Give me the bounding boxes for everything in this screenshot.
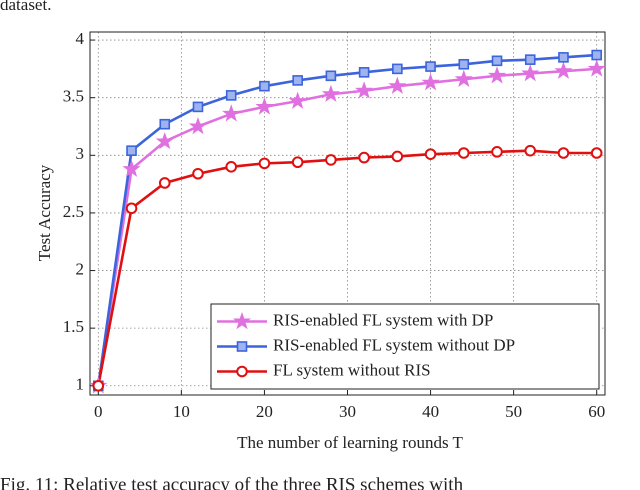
series-line — [97, 53, 597, 386]
marker — [391, 150, 404, 163]
marker — [388, 76, 407, 94]
marker — [192, 167, 204, 180]
marker — [155, 131, 174, 150]
y-tick-label: 2 — [76, 259, 85, 278]
marker — [454, 69, 473, 87]
marker — [491, 55, 503, 67]
legend-marker — [232, 311, 252, 330]
marker — [457, 147, 470, 159]
marker — [557, 147, 570, 159]
marker — [225, 90, 237, 101]
marker — [126, 145, 137, 156]
marker — [425, 61, 436, 72]
marker — [524, 144, 537, 157]
marker — [358, 67, 370, 78]
marker — [225, 161, 238, 173]
y-tick-label: 2.5 — [63, 202, 84, 221]
x-tick-label: 30 — [339, 402, 356, 421]
marker — [587, 59, 606, 77]
series-line — [97, 149, 597, 387]
marker — [222, 104, 241, 122]
marker — [421, 73, 440, 91]
marker — [288, 91, 307, 109]
marker — [255, 97, 274, 115]
marker — [458, 58, 470, 70]
marker — [158, 177, 171, 189]
legend-label: RIS-enabled FL system with DP — [273, 310, 493, 329]
marker — [188, 116, 208, 135]
series-line — [97, 67, 597, 386]
legend-label: FL system without RIS — [273, 360, 431, 379]
marker — [554, 61, 573, 79]
y-tick-label: 1.5 — [63, 317, 84, 336]
marker — [192, 101, 204, 113]
marker — [291, 156, 304, 169]
x-tick-label: 50 — [505, 402, 522, 421]
y-tick-label: 3.5 — [63, 87, 84, 106]
marker — [258, 157, 271, 170]
marker — [122, 159, 141, 177]
x-tick-label: 40 — [422, 402, 439, 421]
axes-frame — [89, 31, 606, 396]
y-tick-label: 4 — [76, 29, 85, 48]
caption: Fig. 11: Relative test accuracy of the t… — [0, 474, 464, 490]
marker — [292, 75, 303, 86]
y-tick-label: 1 — [76, 375, 85, 394]
x-tick-label: 60 — [588, 402, 605, 421]
legend-box — [210, 303, 600, 390]
x-tick-label: 20 — [256, 402, 273, 421]
marker — [358, 151, 370, 164]
marker — [259, 80, 270, 92]
marker — [159, 118, 171, 130]
x-axis-label: The number of learning rounds T — [237, 433, 463, 452]
legend: RIS-enabled FL system with DP RIS-enabled… — [210, 303, 600, 390]
marker — [424, 148, 437, 160]
marker — [590, 147, 603, 159]
top-text: dataset. — [0, 0, 51, 14]
marker — [355, 81, 374, 99]
marker — [487, 66, 507, 84]
y-tick-label: 3 — [76, 144, 85, 163]
legend-label: RIS-enabled FL system without DP — [273, 335, 515, 354]
marker — [558, 52, 569, 63]
x-tick-label: 10 — [173, 402, 190, 421]
marker — [521, 63, 540, 82]
y-axis-label: Test Accuracy — [35, 164, 54, 261]
marker — [125, 202, 138, 215]
marker — [524, 54, 536, 65]
marker — [325, 70, 337, 82]
x-tick-label: 0 — [94, 402, 103, 421]
marker — [325, 154, 337, 166]
legend-marker — [236, 341, 248, 352]
marker — [392, 63, 403, 75]
marker — [92, 379, 105, 392]
marker — [321, 84, 340, 102]
marker — [491, 146, 503, 158]
marker — [591, 49, 602, 61]
legend-marker — [236, 365, 248, 378]
